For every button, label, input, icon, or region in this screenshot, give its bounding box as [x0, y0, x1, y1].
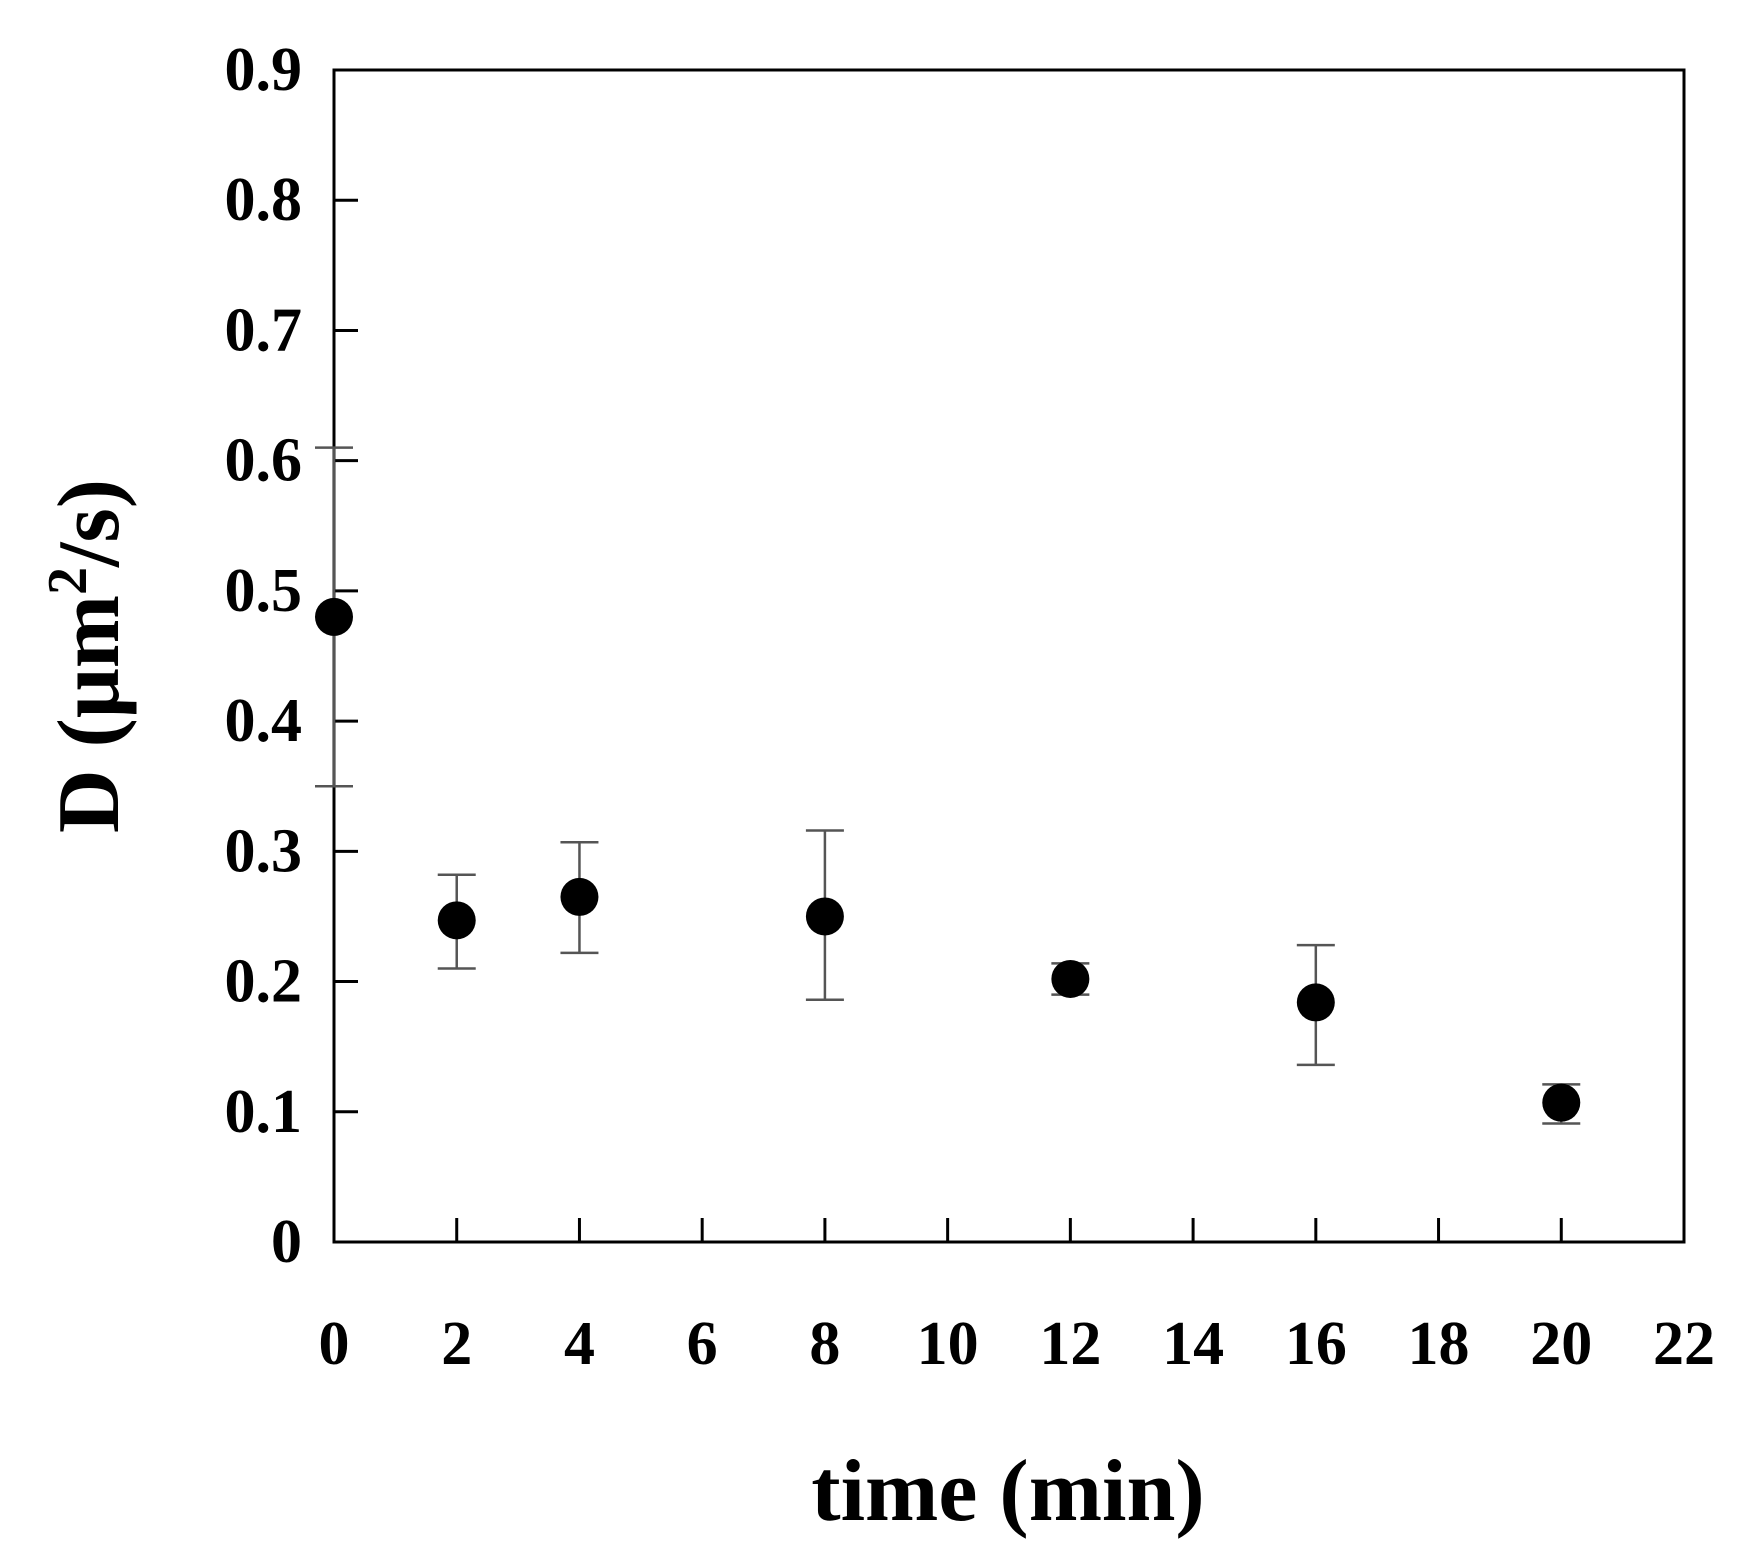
data-point	[315, 597, 353, 636]
x-tick-label: 16	[1285, 1310, 1347, 1378]
data-point	[1542, 1083, 1581, 1122]
data-point	[1296, 983, 1335, 1022]
y-tick-label: 0.4	[225, 687, 303, 755]
x-axis-ticks: 0 2 4 6 8 10 12 14 16 18 20 22	[319, 1218, 1715, 1378]
data-point	[805, 897, 844, 936]
y-tick-label: 0.8	[225, 166, 303, 234]
y-tick-label: 0.9	[225, 36, 303, 104]
x-tick-label: 20	[1530, 1310, 1592, 1378]
y-axis-title-superscript: 2	[37, 567, 99, 595]
plot-frame	[332, 68, 1686, 1244]
x-tick-label: 10	[917, 1310, 979, 1378]
y-tick-label: 0.3	[225, 817, 303, 885]
data-point	[437, 901, 476, 940]
y-tick-label: 0.2	[225, 948, 303, 1016]
y-tick-label: 0.7	[225, 296, 303, 364]
x-tick-label: 6	[687, 1310, 718, 1378]
x-axis-title: time (min)	[811, 1443, 1204, 1540]
y-axis-title-suffix: /s)	[41, 479, 138, 568]
x-tick-label: 18	[1408, 1310, 1470, 1378]
y-axis-title-prefix: D (μm	[41, 595, 138, 833]
y-tick-label: 0	[271, 1208, 302, 1276]
x-tick-label: 4	[564, 1310, 595, 1378]
y-tick-label: 0.6	[225, 427, 303, 495]
data-point	[560, 877, 599, 916]
y-tick-label: 0.1	[225, 1078, 303, 1146]
x-tick-label: 0	[319, 1310, 350, 1378]
x-tick-label: 12	[1039, 1310, 1101, 1378]
data-point	[1051, 959, 1090, 998]
y-axis-ticks: 0 0.1 0.2 0.3 0.4 0.5 0.6 0.7 0.8 0.9	[225, 36, 358, 1276]
y-axis-title: D (μm2/s)	[37, 479, 138, 833]
data-points	[315, 597, 1581, 1122]
x-tick-label: 22	[1653, 1310, 1715, 1378]
x-tick-label: 8	[809, 1310, 840, 1378]
error-bars	[315, 446, 1581, 1125]
x-tick-label: 2	[441, 1310, 472, 1378]
x-tick-label: 14	[1162, 1310, 1224, 1378]
y-tick-label: 0.5	[225, 557, 303, 625]
